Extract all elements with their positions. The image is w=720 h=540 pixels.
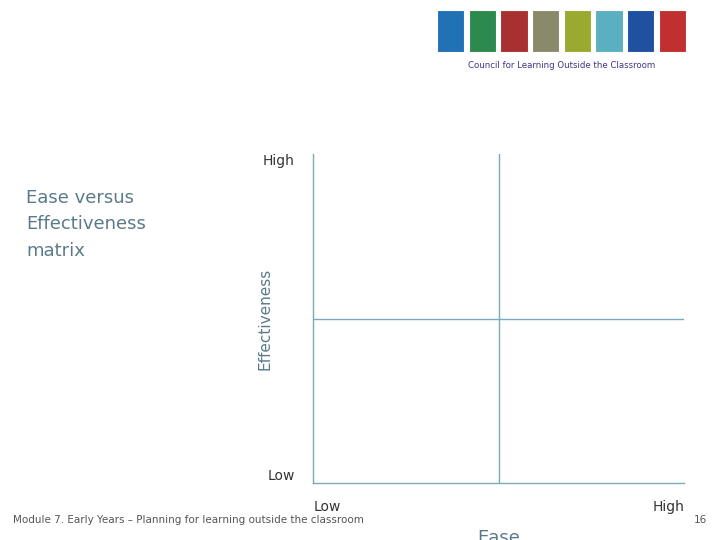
Text: Module 7 | Session 2: Module 7 | Session 2 <box>14 95 301 124</box>
FancyBboxPatch shape <box>659 10 686 52</box>
Text: Ease versus
Effectiveness
matrix: Ease versus Effectiveness matrix <box>26 189 145 260</box>
Text: Council for Learning Outside the Classroom: Council for Learning Outside the Classro… <box>468 61 655 70</box>
FancyBboxPatch shape <box>437 10 464 52</box>
Text: Low: Low <box>313 500 341 514</box>
FancyBboxPatch shape <box>500 10 528 52</box>
FancyBboxPatch shape <box>564 10 591 52</box>
Text: Low: Low <box>267 469 294 483</box>
Text: High: High <box>652 500 684 514</box>
Text: Effectiveness: Effectiveness <box>258 267 272 370</box>
Text: Module 7. Early Years – Planning for learning outside the classroom: Module 7. Early Years – Planning for lea… <box>13 515 364 525</box>
FancyBboxPatch shape <box>595 10 623 52</box>
FancyBboxPatch shape <box>532 10 559 52</box>
FancyBboxPatch shape <box>627 10 654 52</box>
FancyBboxPatch shape <box>469 10 496 52</box>
Text: High: High <box>263 154 294 168</box>
Text: 16: 16 <box>694 515 707 525</box>
Text: Ease: Ease <box>477 529 520 540</box>
